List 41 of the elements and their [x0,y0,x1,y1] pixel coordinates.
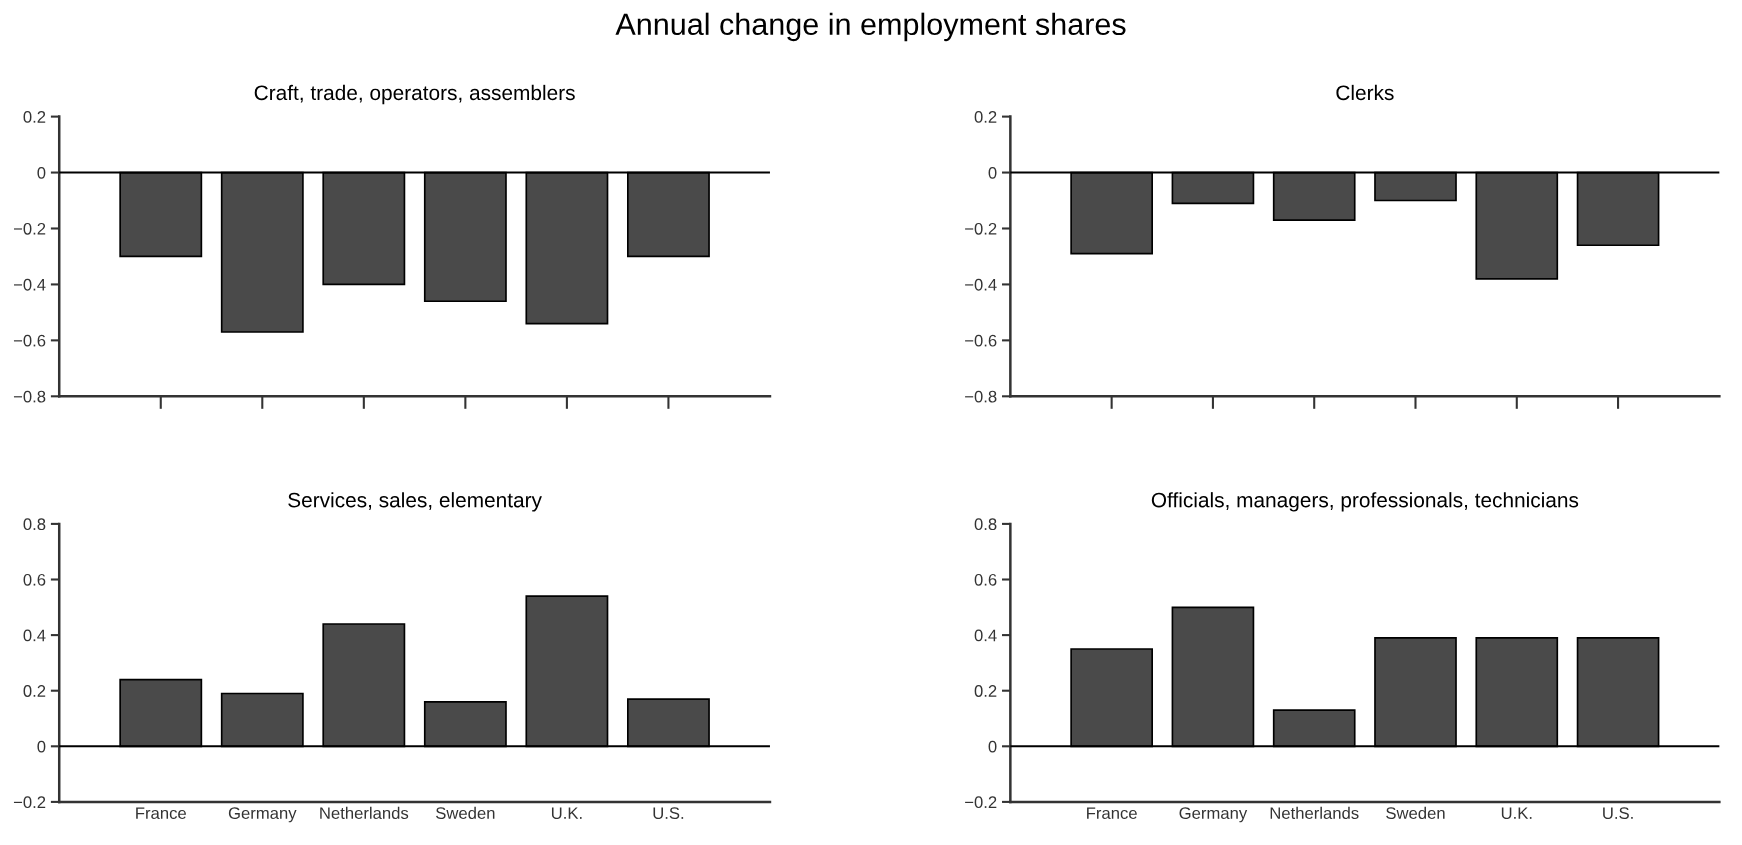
x-tick-label: Netherlands [320,806,409,820]
y-tick-label: 0.2 [974,111,997,123]
y-tick-label: −0.6 [965,334,997,347]
x-tick-label: U.S. [653,807,684,820]
y-tick-label: 0.2 [23,685,46,697]
y-tick-label: 0.2 [23,111,46,123]
chart-subtitle: Clerks [1336,84,1394,101]
x-tick-label: Germany [228,807,297,823]
x-tick-label: France [136,807,186,820]
y-tick-label: −0.6 [13,334,46,347]
x-tick-label: France [1087,807,1137,820]
y-tick-label: −0.2 [13,222,46,235]
text: Annual change in employment shares [615,12,1126,42]
y-tick-label: −0.2 [965,796,997,809]
x-tick-label: Germany [1179,807,1248,823]
x-tick-label: Sweden [1386,806,1445,820]
x-tick-label: U.K. [551,807,582,820]
y-tick-label: 0.8 [974,518,997,531]
y-tick-label: 0.2 [974,685,997,697]
y-tick-label: 0 [988,740,997,753]
chart-subtitle: Officials, managers, professionals, technicians [1151,492,1579,512]
y-tick-label: −0.8 [965,390,997,403]
y-tick-label: 0.8 [23,518,46,531]
x-tick-label: U.S. [1603,807,1633,820]
x-tick-label: Netherlands [1270,806,1359,820]
x-tick-label: U.K. [1501,807,1532,820]
y-tick-label: −0.2 [13,796,46,809]
y-tick-label: −0.2 [965,222,997,235]
y-tick-label: −0.8 [13,390,46,403]
x-tick-label: Sweden [436,806,495,820]
y-tick-label: −0.4 [13,278,46,291]
y-tick-label: 0.6 [23,573,46,586]
y-tick-label: 0.4 [974,629,997,642]
y-tick-label: 0.6 [974,573,997,586]
y-tick-label: 0 [37,166,46,179]
y-tick-label: 0 [37,740,46,753]
chart-subtitle: Craft, trade, operators, assemblers [254,84,575,105]
chart-subtitle: Services, sales, elementary [288,492,542,512]
y-tick-label: 0.4 [23,629,46,642]
y-tick-label: 0 [988,166,997,179]
y-tick-label: −0.4 [965,278,997,291]
